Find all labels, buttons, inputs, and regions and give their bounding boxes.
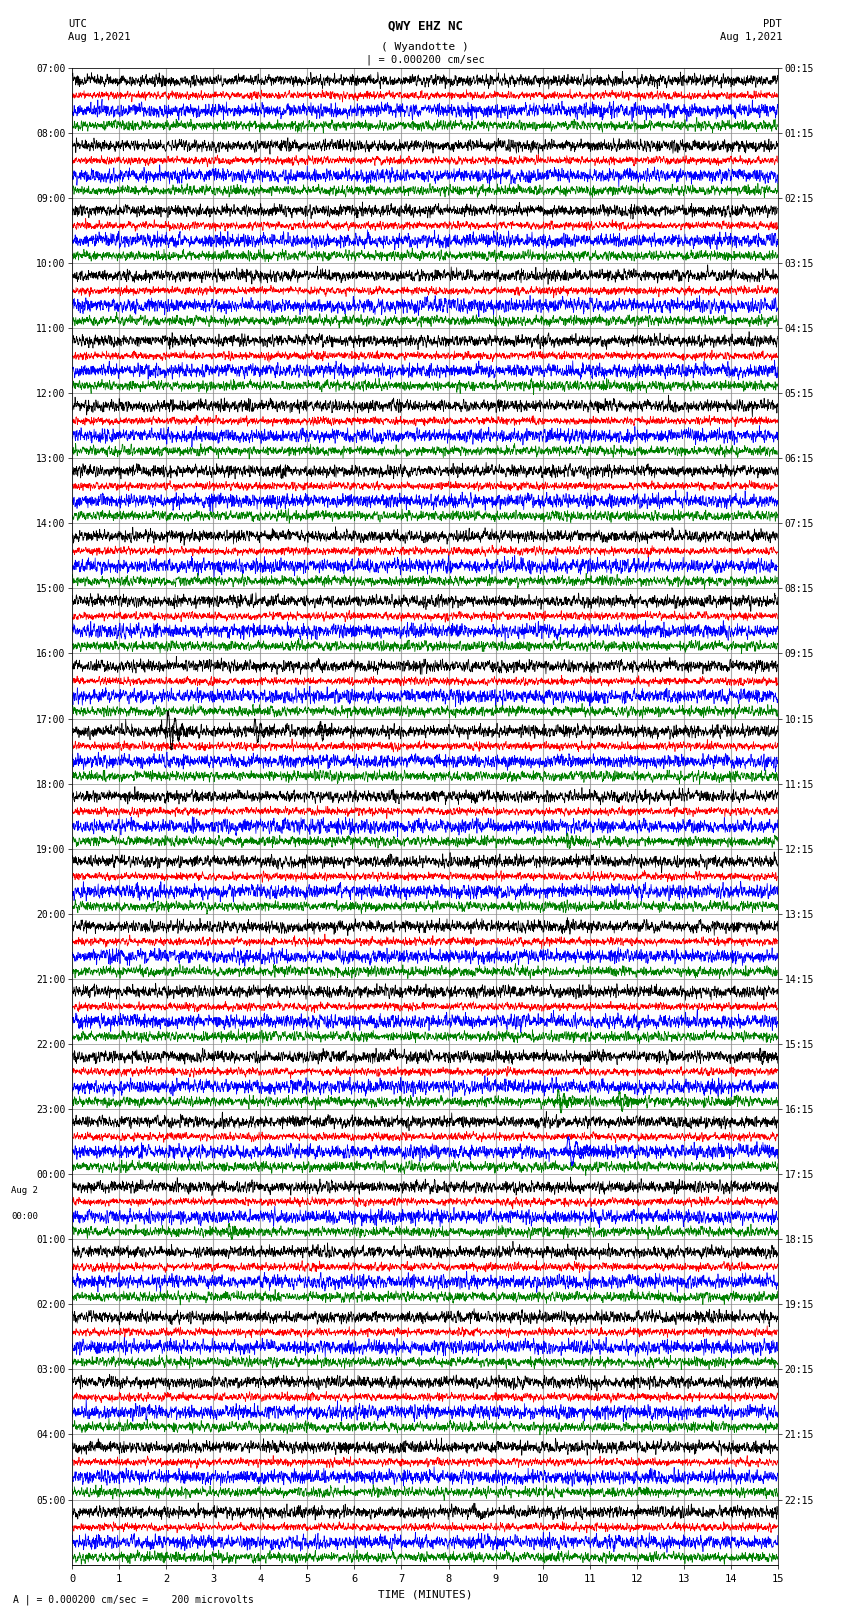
- Text: ( Wyandotte ): ( Wyandotte ): [381, 42, 469, 52]
- Text: | = 0.000200 cm/sec: | = 0.000200 cm/sec: [366, 53, 484, 65]
- Text: Aug 1,2021: Aug 1,2021: [719, 32, 782, 42]
- Text: PDT: PDT: [763, 19, 782, 29]
- X-axis label: TIME (MINUTES): TIME (MINUTES): [377, 1589, 473, 1598]
- Text: Aug 2: Aug 2: [11, 1186, 38, 1195]
- Text: A | = 0.000200 cm/sec =    200 microvolts: A | = 0.000200 cm/sec = 200 microvolts: [13, 1594, 253, 1605]
- Text: UTC: UTC: [68, 19, 87, 29]
- Text: QWY EHZ NC: QWY EHZ NC: [388, 19, 462, 32]
- Text: 00:00: 00:00: [11, 1211, 38, 1221]
- Text: Aug 1,2021: Aug 1,2021: [68, 32, 131, 42]
